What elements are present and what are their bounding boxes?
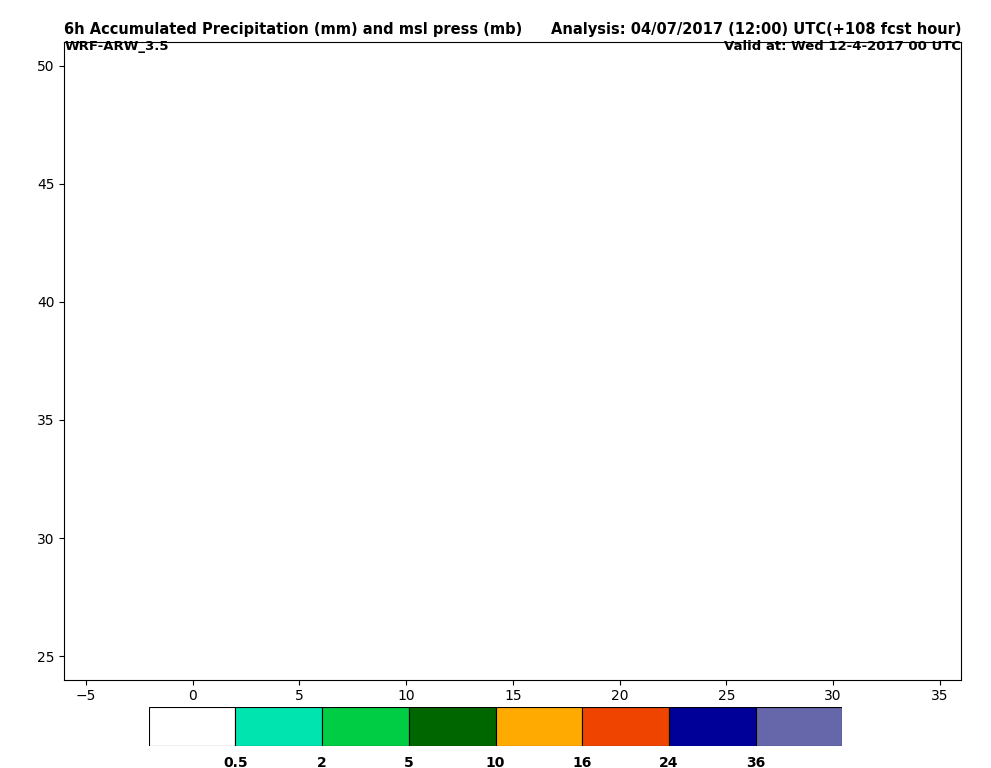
Text: 2: 2 [317,756,327,768]
Bar [236,707,322,746]
Bar [409,707,496,746]
Bar [669,707,756,746]
Text: WRF-ARW_3.5: WRF-ARW_3.5 [64,40,168,53]
Text: 24: 24 [659,756,679,768]
Bar [496,707,583,746]
Text: 36: 36 [746,756,765,768]
Text: 6h Accumulated Precipitation (mm) and msl press (mb): 6h Accumulated Precipitation (mm) and ms… [64,22,522,37]
Text: 0.5: 0.5 [223,756,248,768]
Text: 5: 5 [404,756,413,768]
Bar [149,707,236,746]
Text: 16: 16 [573,756,592,768]
Text: Analysis: 04/07/2017 (12:00) UTC(+108 fcst hour): Analysis: 04/07/2017 (12:00) UTC(+108 fc… [551,22,961,37]
Bar [583,707,669,746]
Text: 10: 10 [486,756,505,768]
Text: Valid at: Wed 12-4-2017 00 UTC: Valid at: Wed 12-4-2017 00 UTC [724,40,961,53]
Bar [756,707,842,746]
Bar [322,707,409,746]
